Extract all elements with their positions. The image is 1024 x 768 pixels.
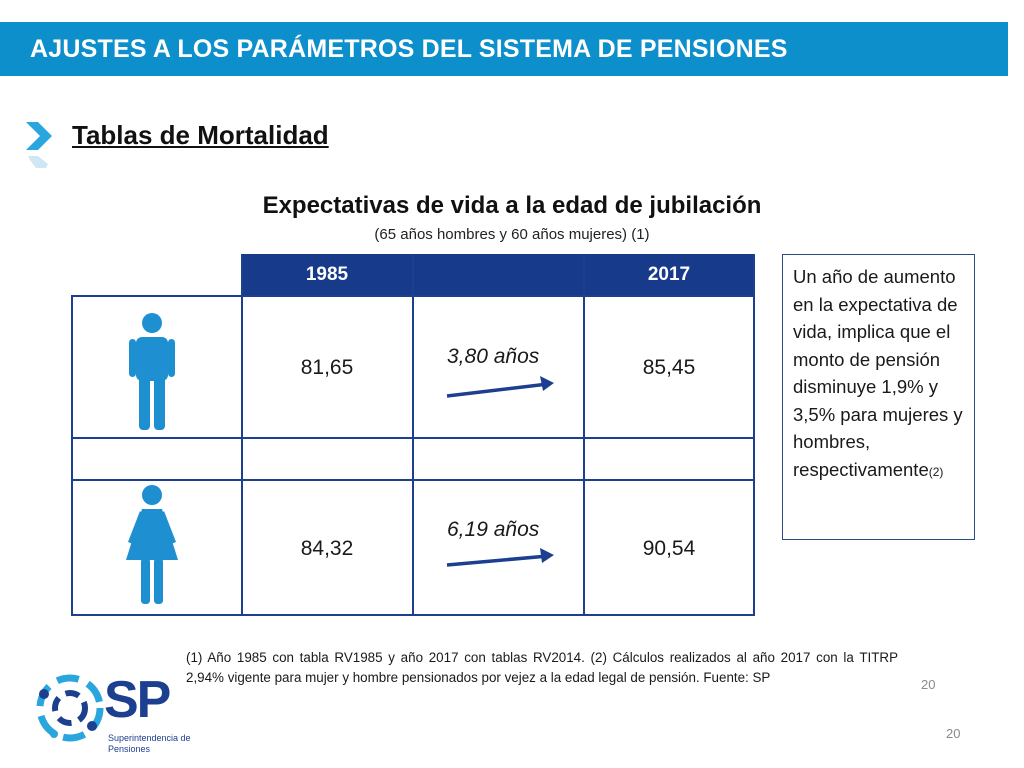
table-subtitle: (65 años hombres y 60 años mujeres) (1) [374, 226, 650, 243]
delta-women: 6,19 años [447, 518, 540, 541]
footnote: (1) Año 1985 con tabla RV1985 y año 2017… [186, 650, 898, 685]
woman-icon [126, 485, 178, 604]
chevron-right-icon [26, 122, 52, 168]
header-1985: 1985 [242, 254, 412, 295]
man-icon [129, 313, 175, 430]
note-ref: (2) [928, 464, 944, 479]
logo-subtitle-1: Superintendencia de [108, 733, 191, 743]
note-box: Un año de aumento en la expectativa de v… [782, 254, 975, 540]
page-title: AJUSTES A LOS PARÁMETROS DEL SISTEMA DE … [30, 35, 788, 63]
delta-men: 3,80 años [447, 345, 540, 368]
note-text: Un año de aumento en la expectativa de v… [793, 266, 963, 480]
value-women-2017: 90,54 [642, 537, 696, 560]
arrow-right-icon [446, 376, 554, 398]
superintendencia-logo-icon [36, 674, 104, 742]
logo-subtitle-2: Pensiones [108, 744, 151, 754]
value-men-2017: 85,45 [642, 356, 696, 379]
arrow-right-icon [446, 548, 554, 567]
logo-text: SP [104, 671, 171, 729]
header-empty [413, 254, 583, 295]
header-2017: 2017 [584, 254, 754, 295]
header-banner [0, 22, 1008, 76]
value-men-1985: 81,65 [300, 356, 354, 379]
page-number-small: 20 [921, 677, 936, 692]
section-title: Tablas de Mortalidad [72, 120, 329, 150]
table-title: Expectativas de vida a la edad de jubila… [262, 192, 762, 219]
page-number: 20 [946, 726, 961, 741]
value-women-1985: 84,32 [300, 537, 354, 560]
